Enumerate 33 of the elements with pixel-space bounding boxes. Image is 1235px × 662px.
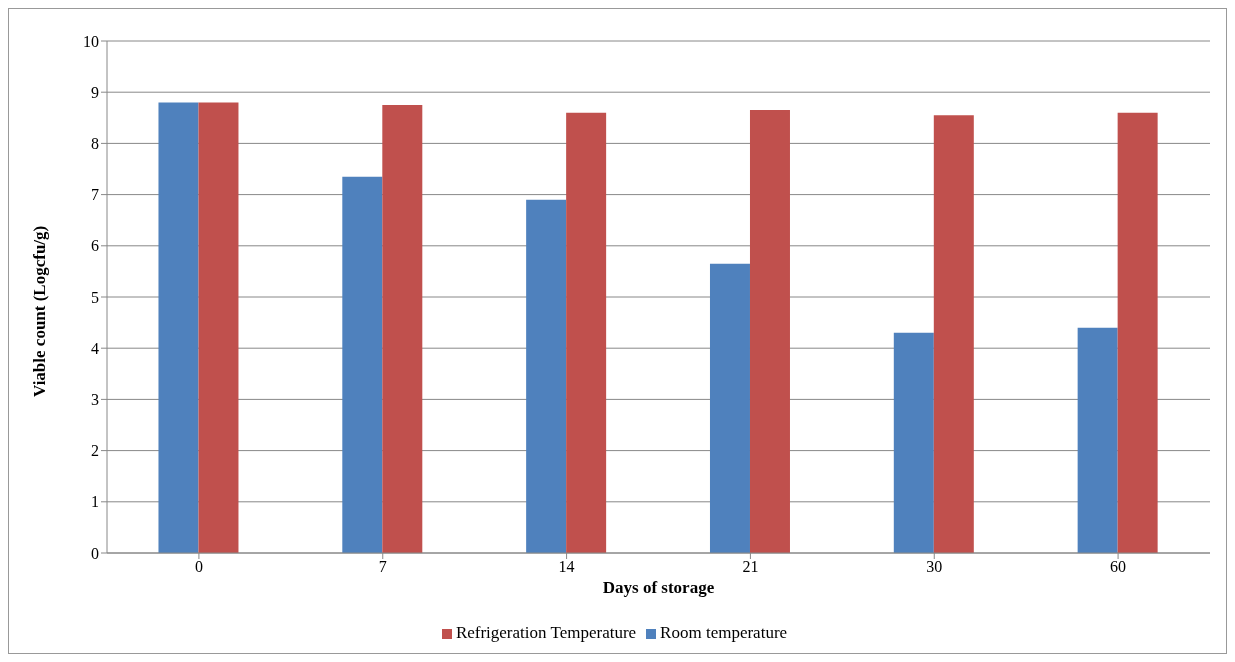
- legend-label: Room temperature: [660, 623, 788, 642]
- x-tick-label: 30: [926, 558, 943, 576]
- y-tick-label: 7: [91, 186, 99, 204]
- bar: [933, 115, 974, 553]
- x-tick-label: 14: [558, 558, 575, 576]
- x-tick-label: 21: [742, 558, 759, 576]
- bar: [1117, 112, 1158, 553]
- y-tick-label: 1: [91, 493, 99, 511]
- x-tick-label: 60: [1110, 558, 1127, 576]
- bar: [382, 105, 423, 553]
- bar: [158, 102, 199, 553]
- x-tick-label: 0: [194, 558, 203, 576]
- bar: [749, 110, 790, 553]
- x-tick-label: 7: [378, 558, 387, 576]
- y-tick-label: 9: [91, 83, 99, 101]
- y-tick-label: 5: [91, 288, 99, 306]
- bar: [893, 332, 934, 553]
- y-tick-label: 10: [83, 32, 99, 50]
- y-tick-label: 0: [91, 544, 99, 562]
- bar: [342, 176, 383, 553]
- bar: [1077, 327, 1118, 553]
- y-tick-label: 8: [91, 135, 99, 153]
- bar: [566, 112, 607, 553]
- bar: [198, 102, 239, 553]
- bar: [526, 199, 567, 553]
- y-tick-label: 3: [91, 391, 99, 409]
- y-tick-label: 4: [91, 339, 99, 357]
- y-tick-label: 6: [91, 237, 99, 255]
- bar: [709, 263, 750, 553]
- y-tick-label: 2: [91, 442, 99, 460]
- x-axis-title: Days of storage: [602, 578, 715, 597]
- legend-label: Refrigeration Temperature: [455, 623, 637, 642]
- y-axis-title: Viable count (Logcfu/g): [30, 225, 50, 397]
